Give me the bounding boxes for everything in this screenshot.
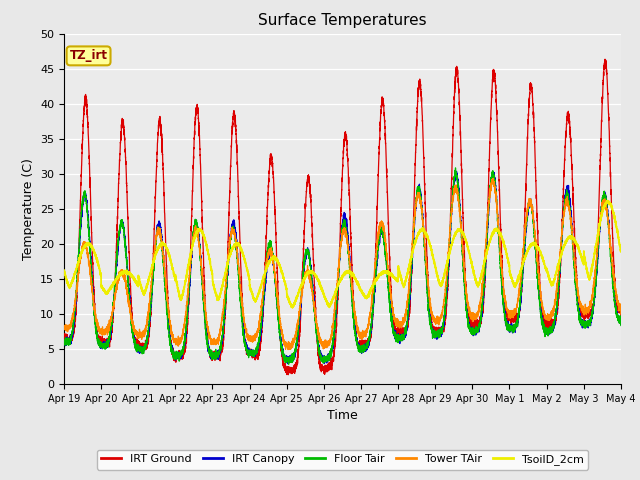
Text: TZ_irt: TZ_irt: [70, 49, 108, 62]
Legend: IRT Ground, IRT Canopy, Floor Tair, Tower TAir, TsoilD_2cm: IRT Ground, IRT Canopy, Floor Tair, Towe…: [97, 450, 588, 469]
X-axis label: Time: Time: [327, 409, 358, 422]
Y-axis label: Temperature (C): Temperature (C): [22, 158, 35, 260]
Title: Surface Temperatures: Surface Temperatures: [258, 13, 427, 28]
